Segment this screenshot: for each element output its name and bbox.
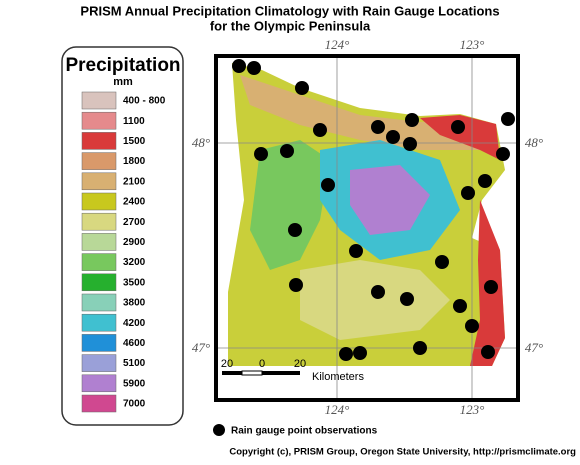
rain-gauge [371, 120, 385, 134]
rain-gauge [501, 112, 515, 126]
rain-gauge [386, 130, 400, 144]
gauge-legend-label: Rain gauge point observations [231, 426, 378, 437]
legend-swatch [81, 334, 117, 352]
latitude-label: 48° [192, 135, 210, 150]
rain-gauge [288, 223, 302, 237]
legend-swatch [81, 233, 117, 251]
map-frame [214, 54, 520, 402]
legend-swatch [81, 394, 117, 413]
legend-label: 2700 [123, 217, 146, 228]
legend-swatch [81, 91, 117, 110]
latitude-label: 47° [192, 340, 210, 355]
legend-label: 4200 [123, 318, 146, 329]
scale-label: 0 [259, 358, 265, 370]
legend-label: 5100 [123, 358, 146, 369]
scale-unit: Kilometers [312, 371, 364, 383]
legend-label: 5900 [123, 378, 146, 389]
rain-gauge [403, 137, 417, 151]
legend-swatch [81, 253, 117, 271]
legend-items: 400 - 800 1100 1500 1800 2100 2400 2700 2900 320… [81, 91, 166, 413]
legend-swatch [81, 273, 117, 292]
rain-gauge [289, 278, 303, 292]
legend-swatch [81, 132, 117, 150]
rain-gauge [400, 292, 414, 306]
legend-label: 3200 [123, 257, 146, 268]
rain-gauge [232, 59, 246, 73]
rain-gauge [465, 319, 479, 333]
map: 20 0 20 Kilometers [214, 54, 520, 402]
legend-label: 7000 [123, 399, 146, 410]
longitude-label: 124° [325, 37, 350, 52]
rain-gauge [313, 123, 327, 137]
gauge-legend-symbol [213, 424, 225, 436]
longitude-label: 124° [325, 402, 350, 417]
scale-label: 20 [221, 358, 233, 370]
legend-label: 4600 [123, 338, 146, 349]
title-line: for the Olympic Peninsula [210, 18, 371, 33]
copyright: Copyright (c), PRISM Group, Oregon State… [229, 447, 576, 458]
scale-segment [241, 370, 263, 376]
rain-gauge [247, 61, 261, 75]
wet-zone [250, 140, 330, 270]
legend-label: 3500 [123, 277, 146, 288]
legend-label: 1100 [123, 116, 145, 127]
legend-label: 3800 [123, 298, 146, 309]
legend-swatch [81, 192, 117, 211]
legend-label: 1500 [123, 136, 146, 147]
rain-gauge [405, 113, 419, 127]
legend-label: 400 - 800 [123, 96, 166, 107]
legend-label: 2100 [123, 176, 146, 187]
legend-swatch [81, 313, 117, 332]
rain-gauge [295, 81, 309, 95]
rain-gauge [484, 280, 498, 294]
rain-gauge [413, 341, 427, 355]
longitude-label: 123° [460, 402, 485, 417]
rain-gauge [481, 345, 495, 359]
legend-title: Precipitation [65, 55, 180, 76]
legend-swatch [81, 293, 117, 312]
legend-swatch [81, 152, 117, 170]
rain-gauge [451, 120, 465, 134]
rain-gauge [254, 147, 268, 161]
latitude-label: 47° [525, 340, 543, 355]
rain-gauge [453, 299, 467, 313]
rain-gauge [349, 244, 363, 258]
lowland-zone [300, 260, 450, 340]
scale-segment [222, 371, 242, 375]
rain-gauge [496, 147, 510, 161]
rain-gauge [280, 144, 294, 158]
rain-gauge [461, 186, 475, 200]
legend-label: 1800 [123, 156, 146, 167]
latitude-label: 48° [525, 135, 543, 150]
legend-label: 2400 [123, 197, 146, 208]
rain-gauge [353, 346, 367, 360]
dry-zone [420, 115, 500, 160]
rain-gauge [339, 347, 353, 361]
legend-swatch [81, 374, 117, 393]
scale-segment [262, 371, 300, 375]
legend-unit: mm [113, 76, 133, 88]
legend-swatch [81, 354, 117, 372]
rain-gauges [232, 59, 515, 361]
longitude-label: 123° [460, 37, 485, 52]
scale-label: 20 [294, 358, 306, 370]
rain-gauge [321, 178, 335, 192]
rain-gauge [371, 285, 385, 299]
title-line: PRISM Annual Precipitation Climatology w… [80, 3, 499, 18]
rain-shadow [240, 75, 490, 150]
legend-swatch [81, 172, 117, 191]
legend-swatch [81, 212, 117, 231]
rain-gauge [435, 255, 449, 269]
legend-swatch [81, 111, 117, 130]
rain-gauge [478, 174, 492, 188]
legend-label: 2900 [123, 237, 146, 248]
summit-zone [350, 165, 430, 235]
